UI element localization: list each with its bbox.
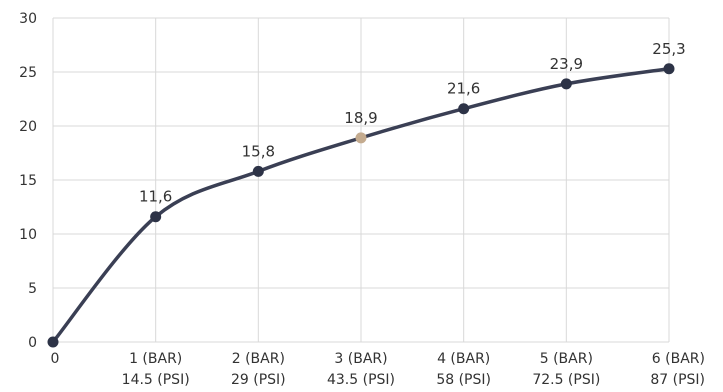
data-point xyxy=(252,165,264,177)
data-label: 23,9 xyxy=(550,55,583,73)
x-tick-label: 3 (BAR) xyxy=(334,351,387,367)
data-points xyxy=(47,63,675,348)
x-tick-sublabel: 58 (PSI) xyxy=(436,372,491,388)
data-point xyxy=(560,78,572,90)
x-tick-label: 2 (BAR) xyxy=(232,351,285,367)
data-point xyxy=(150,211,162,223)
y-tick-label: 20 xyxy=(19,119,37,135)
data-label: 18,9 xyxy=(344,109,377,127)
x-tick-label: 4 (BAR) xyxy=(437,351,490,367)
y-tick-label: 15 xyxy=(19,173,37,189)
x-tick-label: 6 (BAR) xyxy=(652,351,705,367)
data-label: 11,6 xyxy=(139,188,172,206)
x-tick-label: 1 (BAR) xyxy=(129,351,182,367)
x-tick-sublabel: 14.5 (PSI) xyxy=(122,372,190,388)
grid xyxy=(52,17,670,343)
data-label: 25,3 xyxy=(652,40,685,58)
data-point xyxy=(663,63,675,75)
y-tick-label: 5 xyxy=(28,281,37,297)
data-label: 21,6 xyxy=(447,80,480,98)
x-tick-sublabel: 29 (PSI) xyxy=(231,372,286,388)
data-label: 15,8 xyxy=(242,142,275,160)
x-tick-sublabel: 87 (PSI) xyxy=(650,372,705,388)
data-labels: 11,6 15,8 18,9 21,6 23,9 25,3 xyxy=(139,40,686,206)
y-tick-label: 0 xyxy=(28,335,37,351)
x-tick-label: 0 xyxy=(51,351,60,367)
x-tick-label: 5 (BAR) xyxy=(540,351,593,367)
x-axis-ticks: 0 1 (BAR) 14.5 (PSI) 2 (BAR) 29 (PSI) 3 (BAR)… xyxy=(51,351,705,388)
x-tick-sublabel: 43.5 (PSI) xyxy=(327,372,395,388)
y-tick-label: 30 xyxy=(19,11,37,27)
data-point xyxy=(458,103,470,115)
x-tick-sublabel: 72.5 (PSI) xyxy=(532,372,600,388)
y-tick-label: 25 xyxy=(19,65,37,81)
y-tick-label: 10 xyxy=(19,227,37,243)
y-axis-ticks: 0 5 10 15 20 25 30 xyxy=(19,11,37,351)
data-point-highlighted xyxy=(355,132,367,144)
data-point xyxy=(47,336,59,348)
